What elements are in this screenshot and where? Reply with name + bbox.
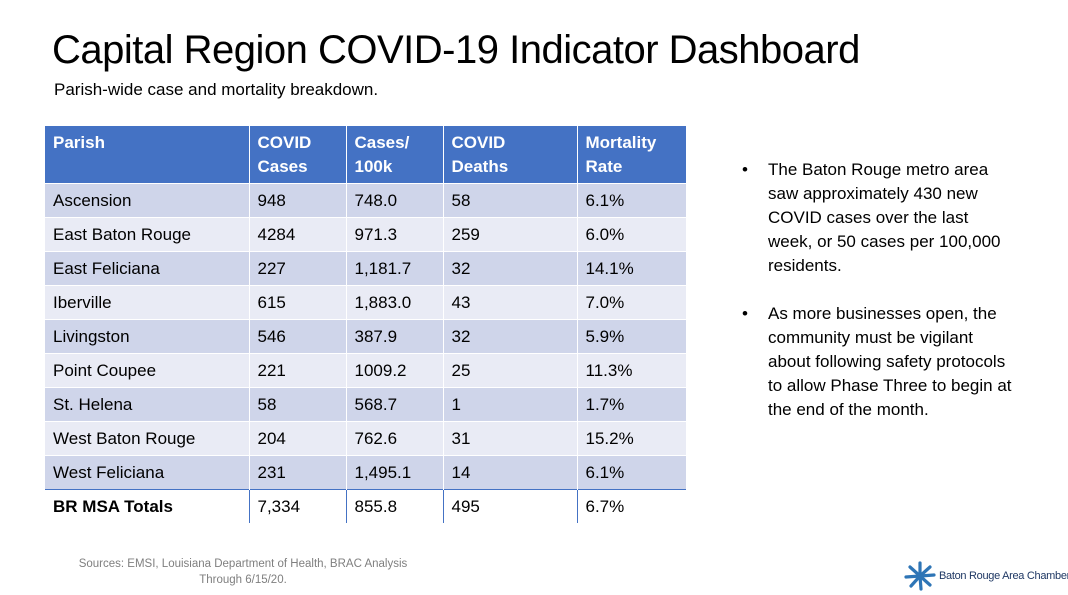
cell-cases-per-100k: 971.3 [346, 217, 444, 252]
header-line1: COVID [257, 133, 312, 152]
cell-mortality-rate: 6.1% [577, 455, 686, 490]
cell-cases: 4284 [249, 217, 347, 252]
cell-deaths: 32 [443, 319, 578, 354]
table-header-row: Parish COVID Cases Cases/100k COVID Deaths… [45, 126, 686, 184]
page-title: Capital Region COVID-19 Indicator Dashbo… [52, 28, 860, 72]
cell-deaths: 25 [443, 353, 578, 388]
cell-deaths: 43 [443, 285, 578, 320]
cell-deaths: 31 [443, 421, 578, 456]
total-cases: 7,334 [249, 489, 347, 523]
table-row: St. Helena 58 568.7 1 1.7% [45, 387, 686, 422]
cell-cases: 227 [249, 251, 347, 286]
cell-cases: 231 [249, 455, 347, 490]
table-row: East Feliciana 227 1,181.7 32 14.1% [45, 251, 686, 286]
page-subtitle: Parish-wide case and mortality breakdown… [54, 80, 379, 99]
header-parish-label: Parish [53, 133, 105, 152]
header-line1: Cases/ [354, 133, 410, 152]
sources-date-line: Through 6/15/20. [199, 574, 287, 586]
cell-cases-per-100k: 568.7 [346, 387, 444, 422]
header-mortality-rate: Mortality Rate [577, 126, 686, 184]
cell-parish: Livingston [45, 319, 250, 354]
table-row: West Feliciana 231 1,495.1 14 6.1% [45, 455, 686, 490]
cell-parish: West Feliciana [45, 455, 250, 490]
header-line2: Cases [257, 157, 308, 176]
cell-mortality-rate: 5.9% [577, 319, 686, 354]
header-line2: 100k [354, 157, 393, 176]
cell-cases: 221 [249, 353, 347, 388]
table-row: Livingston 546 387.9 32 5.9% [45, 319, 686, 354]
total-parish: BR MSA Totals [45, 489, 250, 523]
bullet-item: • As more businesses open, the community … [742, 302, 1012, 422]
cell-parish: Point Coupee [45, 353, 250, 388]
chamber-logo: Baton Rouge Area Chamber. [904, 561, 1068, 591]
totals-row: BR MSA Totals 7,334 855.8 495 6.7% [45, 489, 686, 523]
cell-mortality-rate: 11.3% [577, 353, 686, 388]
cell-cases: 615 [249, 285, 347, 320]
table-row: Ascension 948 748.0 58 6.1% [45, 183, 686, 218]
cell-deaths: 259 [443, 217, 578, 252]
header-line2: Rate [585, 157, 623, 176]
cell-mortality-rate: 1.7% [577, 387, 686, 422]
header-line1: COVID [451, 133, 506, 152]
cell-mortality-rate: 7.0% [577, 285, 686, 320]
cell-parish: West Baton Rouge [45, 421, 250, 456]
table-row: West Baton Rouge 204 762.6 31 15.2% [45, 421, 686, 456]
table-row: Iberville 615 1,883.0 43 7.0% [45, 285, 686, 320]
cell-parish: Ascension [45, 183, 250, 218]
cell-deaths: 14 [443, 455, 578, 490]
cell-parish: Iberville [45, 285, 250, 320]
table-body: Ascension 948 748.0 58 6.1% East Baton Rouge 4… [45, 183, 686, 523]
header-line1: Mortality [585, 133, 657, 152]
cell-parish: St. Helena [45, 387, 250, 422]
cell-cases-per-100k: 387.9 [346, 319, 444, 354]
cell-cases: 58 [249, 387, 347, 422]
header-covid-deaths: COVID Deaths [443, 126, 578, 184]
bullet-item: • The Baton Rouge metro area saw approxim… [742, 158, 1012, 278]
cell-parish: East Feliciana [45, 251, 250, 286]
cell-cases-per-100k: 1,883.0 [346, 285, 444, 320]
cell-cases-per-100k: 762.6 [346, 421, 444, 456]
cell-deaths: 58 [443, 183, 578, 218]
bullet-text: As more businesses open, the community m… [768, 304, 1012, 419]
covid-data-table: Parish COVID Cases Cases/100k COVID Deaths… [45, 126, 686, 523]
cell-cases-per-100k: 1,495.1 [346, 455, 444, 490]
cell-mortality-rate: 15.2% [577, 421, 686, 456]
cell-cases: 204 [249, 421, 347, 456]
cell-deaths: 32 [443, 251, 578, 286]
table-row: Point Coupee 221 1009.2 25 11.3% [45, 353, 686, 388]
bullet-dot-icon: • [742, 160, 748, 179]
cell-deaths: 1 [443, 387, 578, 422]
total-mortality-rate: 6.7% [577, 489, 686, 523]
cell-cases-per-100k: 1,181.7 [346, 251, 444, 286]
header-covid-cases: COVID Cases [249, 126, 347, 184]
cell-mortality-rate: 14.1% [577, 251, 686, 286]
sources-line: Sources: EMSI, Louisiana Department of H… [78, 558, 408, 570]
cell-cases: 546 [249, 319, 347, 354]
header-parish: Parish [45, 126, 250, 184]
header-line2: Deaths [451, 157, 509, 176]
header-cases-per-100k: Cases/100k [346, 126, 444, 184]
total-deaths: 495 [443, 489, 578, 523]
bullet-dot-icon: • [742, 304, 748, 323]
logo-text: Baton Rouge Area Chamber. [939, 570, 1068, 582]
sources-note: Sources: EMSI, Louisiana Department of H… [63, 556, 423, 588]
cell-cases: 948 [249, 183, 347, 218]
table-row: East Baton Rouge 4284 971.3 259 6.0% [45, 217, 686, 252]
cell-mortality-rate: 6.1% [577, 183, 686, 218]
cell-cases-per-100k: 748.0 [346, 183, 444, 218]
notes-bullet-list: • The Baton Rouge metro area saw approxim… [742, 158, 1012, 446]
bullet-text: The Baton Rouge metro area saw approxima… [768, 160, 1001, 275]
total-cases-per-100k: 855.8 [346, 489, 444, 523]
cell-parish: East Baton Rouge [45, 217, 250, 252]
cell-mortality-rate: 6.0% [577, 217, 686, 252]
cell-cases-per-100k: 1009.2 [346, 353, 444, 388]
starburst-icon [904, 561, 936, 591]
